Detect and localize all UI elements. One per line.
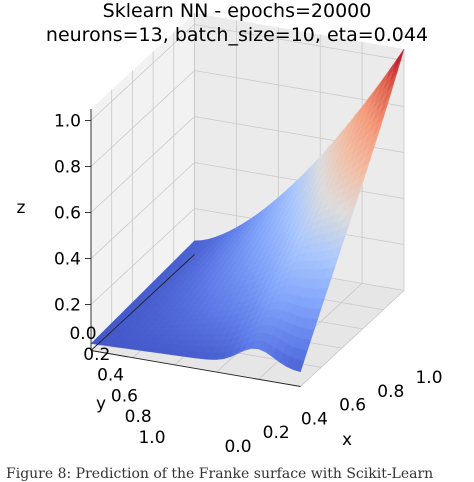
z-tick-label: 0.6 — [54, 204, 81, 224]
axis-lines — [90, 109, 301, 387]
tick-labels: 0.20.40.60.81.00.00.20.40.60.81.0 0.00.20… — [54, 112, 443, 458]
x-axis-label: x — [342, 430, 352, 450]
grid-line-z — [90, 116, 405, 213]
back-pane — [91, 13, 195, 351]
x-tick-label: 0.0 — [224, 437, 251, 457]
y-tick-label: 0.2 — [83, 345, 110, 365]
y-axis-line — [90, 350, 301, 387]
y-tick-label: 0.6 — [111, 386, 138, 406]
z-tick-label: 0.8 — [54, 158, 81, 178]
surface-mesh — [90, 48, 405, 373]
grid-line-z — [90, 24, 405, 121]
z-axis-label: z — [17, 198, 26, 218]
x-axis-line — [90, 254, 195, 351]
chart-subtitle: neurons=13, batch_size=10, eta=0.044 — [45, 24, 429, 46]
x-tick-label: 1.0 — [415, 368, 442, 388]
z-tick-label: 1.0 — [54, 112, 81, 132]
surface-plot: 0.20.40.60.81.00.00.20.40.60.81.0 0.00.20… — [17, 13, 443, 458]
y-tick-label: 0.4 — [97, 366, 124, 386]
grid-line-z — [90, 70, 405, 167]
figure-caption: Figure 8: Prediction of the Franke surfa… — [6, 466, 434, 482]
chart-title: Sklearn NN - epochs=20000 — [102, 0, 372, 22]
surface-patch — [293, 359, 305, 373]
x-tick-label: 0.2 — [263, 423, 290, 443]
x-tick-label: 0.6 — [339, 396, 366, 416]
y-axis-label: y — [96, 394, 106, 414]
y-tick-label: 0.8 — [125, 407, 152, 427]
y-tick-label: 1.0 — [138, 428, 165, 448]
x-tick-label: 0.4 — [301, 409, 328, 429]
z-tick-label: 0.4 — [54, 250, 81, 270]
y-tick-label: 0.0 — [69, 324, 96, 344]
x-tick-label: 0.8 — [377, 382, 404, 402]
z-tick-label: 0.2 — [54, 296, 81, 316]
